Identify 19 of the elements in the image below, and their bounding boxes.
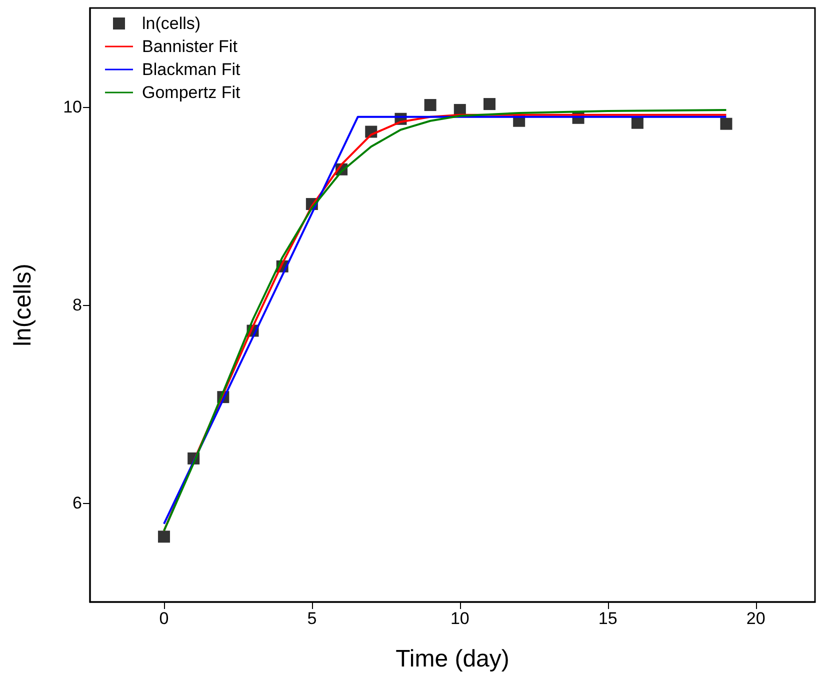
y-tick-label: 6	[72, 494, 82, 512]
legend-label: ln(cells)	[142, 14, 201, 33]
x-tick-label: 5	[307, 609, 317, 628]
point	[424, 99, 436, 112]
x-axis-title: Time (day)	[396, 646, 510, 672]
point	[631, 116, 644, 129]
legend-label: Blackman Fit	[142, 60, 241, 79]
legend-label: Bannister Fit	[142, 37, 238, 56]
point	[158, 530, 170, 543]
point	[483, 98, 496, 110]
legend-label: Gompertz Fit	[142, 83, 241, 102]
y-axis-title: ln(cells)	[10, 264, 36, 346]
x-tick-label: 20	[746, 609, 766, 628]
x-tick-label: 10	[450, 609, 470, 628]
point	[720, 118, 732, 130]
x-tick-label: 0	[159, 609, 169, 628]
y-tick-label: 8	[72, 296, 82, 314]
y-tick-label: 10	[63, 98, 82, 116]
x-tick-label: 15	[598, 609, 618, 628]
